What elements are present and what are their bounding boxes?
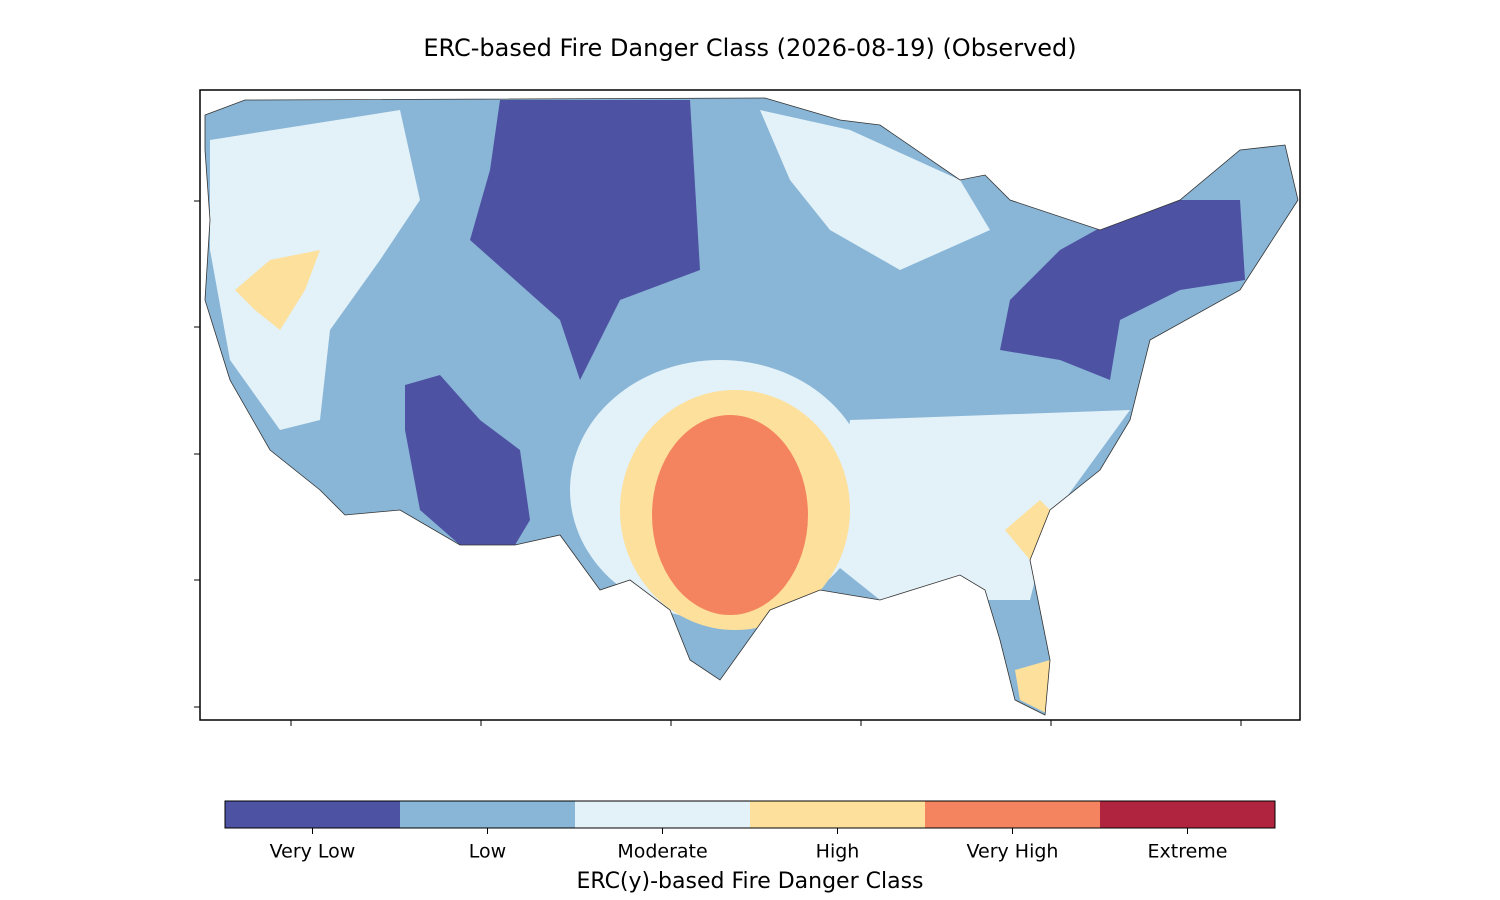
colorbar-tick-label: Low bbox=[469, 841, 506, 863]
map-region bbox=[235, 250, 320, 330]
map bbox=[205, 98, 1298, 715]
map-region bbox=[652, 415, 808, 615]
colorbar-tick-label: Very Low bbox=[270, 841, 356, 863]
map-region bbox=[470, 100, 700, 380]
country-outline bbox=[204, 97, 1299, 716]
map-region bbox=[405, 375, 530, 545]
colorbar-tick-label: High bbox=[816, 841, 860, 863]
colorbar-swatch bbox=[1100, 801, 1275, 828]
map-region bbox=[1005, 500, 1060, 560]
map-region bbox=[760, 110, 990, 270]
map-title: ERC-based Fire Danger Class (2026-08-19)… bbox=[423, 34, 1076, 62]
colorbar-tick-label: Moderate bbox=[617, 841, 707, 863]
map-region bbox=[1015, 660, 1050, 715]
map-region bbox=[210, 110, 420, 430]
colorbar-swatch bbox=[225, 801, 400, 828]
map-region bbox=[1000, 200, 1245, 380]
axis-ticks bbox=[194, 200, 1242, 726]
map-region bbox=[830, 410, 1130, 600]
colorbar: Very Low Low Moderate High Very High Extreme bbox=[225, 801, 1275, 863]
colorbar-frame bbox=[224, 800, 1276, 829]
colorbar-swatch bbox=[400, 801, 575, 828]
map-frame bbox=[199, 89, 1301, 721]
colorbar-swatch bbox=[750, 801, 925, 828]
colorbar-tick-label: Very High bbox=[967, 841, 1059, 863]
colorbar-swatch bbox=[925, 801, 1100, 828]
colorbar-label: ERC(y)-based Fire Danger Class bbox=[576, 869, 923, 894]
colorbar-swatch bbox=[575, 801, 750, 828]
colorbar-tick-label: Extreme bbox=[1148, 841, 1228, 863]
